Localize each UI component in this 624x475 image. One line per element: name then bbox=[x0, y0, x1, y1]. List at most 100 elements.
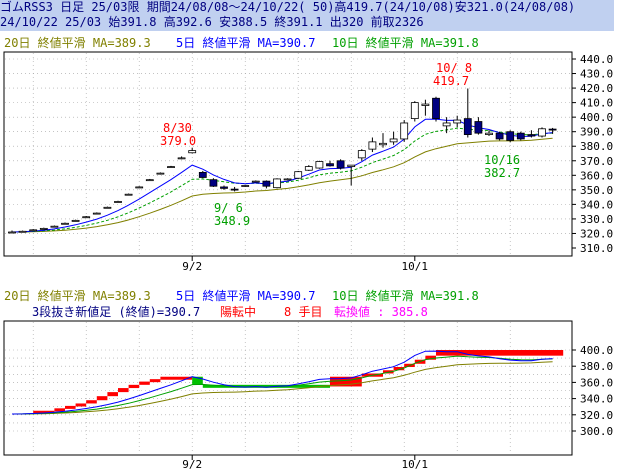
y-tick-label: 350.0 bbox=[580, 184, 613, 197]
candle-body bbox=[50, 225, 59, 228]
candle-body bbox=[315, 161, 324, 169]
legend-ma20: 20日 終値平滑 MA=389.3 bbox=[4, 35, 151, 50]
candle-body bbox=[347, 164, 356, 167]
candle-body bbox=[304, 166, 313, 171]
y-tick-label: 430.0 bbox=[580, 68, 613, 81]
candle-body bbox=[198, 171, 207, 178]
annotation-value: 419.7 bbox=[433, 74, 469, 88]
ma20-line bbox=[11, 137, 553, 233]
bottom-y-axis: 300.0 320.0 340.0 360.0 380.0 400.0 bbox=[572, 344, 613, 438]
candle-body bbox=[485, 132, 493, 135]
legend-ma5: 5日 終値平滑 MA=390.7 bbox=[176, 35, 315, 50]
candle-body bbox=[220, 186, 228, 189]
candle bbox=[18, 230, 27, 233]
candle-body bbox=[82, 216, 91, 219]
y-tick-label: 320.0 bbox=[580, 409, 613, 422]
candle bbox=[379, 133, 387, 148]
candle-body bbox=[516, 132, 525, 140]
candle bbox=[114, 200, 122, 203]
candle-body bbox=[453, 119, 462, 124]
y-tick-label: 360.0 bbox=[580, 169, 613, 182]
candle bbox=[188, 147, 197, 154]
top-moving-averages bbox=[11, 118, 553, 233]
candle bbox=[71, 219, 80, 222]
candle-body bbox=[209, 179, 218, 187]
candle bbox=[442, 117, 451, 134]
candle bbox=[135, 186, 144, 189]
brick-up bbox=[425, 355, 436, 360]
candle-body bbox=[548, 128, 557, 131]
annotation-date: 10/ 8 bbox=[436, 61, 472, 75]
chart-header-summary: ゴムRSS3 日足 25/03限 期間24/08/08～24/10/22( 50… bbox=[0, 0, 614, 15]
candle-body bbox=[273, 178, 281, 189]
brick-up bbox=[75, 403, 87, 407]
top-grid bbox=[5, 53, 571, 255]
brick-up bbox=[149, 379, 161, 383]
candle bbox=[304, 165, 313, 171]
kagi-count: 8 手目 bbox=[284, 305, 322, 319]
bottom-moving-averages bbox=[11, 350, 553, 415]
candle bbox=[432, 96, 440, 122]
x-tick-label: 9/2 bbox=[182, 458, 202, 471]
candle bbox=[516, 131, 525, 141]
brick-up bbox=[139, 381, 150, 385]
y-tick-label: 420.0 bbox=[580, 82, 613, 95]
annotation-date: 10/16 bbox=[484, 153, 520, 167]
candle bbox=[198, 170, 207, 179]
candle-body bbox=[188, 150, 197, 154]
candle-body bbox=[145, 179, 154, 182]
candle bbox=[389, 131, 398, 145]
y-tick-label: 310.0 bbox=[580, 242, 613, 255]
candle bbox=[50, 225, 59, 228]
annotation-value: 382.7 bbox=[484, 166, 520, 180]
candle bbox=[230, 186, 239, 192]
candle-body bbox=[71, 219, 80, 222]
y-tick-label: 330.0 bbox=[580, 213, 613, 226]
ma5-line bbox=[11, 350, 553, 415]
candle bbox=[39, 227, 48, 230]
chart-header-ohlc: 24/10/22 25/03 始391.8 高392.6 安388.5 終391… bbox=[0, 15, 614, 31]
candle-body bbox=[357, 150, 366, 159]
candle-body bbox=[39, 227, 48, 230]
y-tick-label: 360.0 bbox=[580, 376, 613, 389]
candle-body bbox=[283, 178, 292, 181]
brick-up bbox=[128, 384, 140, 389]
annotation-high-1008: 10/ 8 419.7 bbox=[433, 61, 472, 88]
candle bbox=[495, 131, 504, 141]
candle bbox=[156, 172, 165, 175]
candle-body bbox=[538, 128, 546, 137]
candle-body bbox=[506, 131, 515, 141]
x-tick-label: 10/1 bbox=[402, 458, 429, 471]
brick-down bbox=[192, 376, 203, 385]
candle bbox=[209, 178, 218, 187]
candle-body bbox=[326, 163, 334, 167]
y-tick-label: 410.0 bbox=[580, 97, 613, 110]
y-tick-label: 320.0 bbox=[580, 227, 613, 240]
candle bbox=[347, 164, 356, 186]
candle-body bbox=[442, 122, 451, 127]
x-tick-label: 9/2 bbox=[182, 260, 202, 273]
candle-body bbox=[124, 193, 133, 196]
candle bbox=[357, 149, 366, 161]
candle bbox=[294, 170, 303, 179]
candle bbox=[463, 88, 472, 138]
top-panel-frame bbox=[3, 51, 573, 257]
brick-up bbox=[393, 367, 405, 371]
candle bbox=[421, 99, 430, 116]
annotation-low-906: 9/ 6 348.9 bbox=[214, 201, 250, 228]
candle bbox=[220, 185, 228, 190]
candle bbox=[453, 115, 462, 128]
brick-up bbox=[54, 408, 65, 412]
y-tick-label: 380.0 bbox=[580, 360, 613, 373]
brick-up bbox=[33, 410, 55, 414]
x-tick-label: 10/1 bbox=[402, 260, 429, 273]
brick-up bbox=[107, 392, 118, 397]
candle-body bbox=[495, 132, 504, 140]
candle-body bbox=[61, 222, 69, 225]
legend-ma10: 10日 終値平滑 MA=391.8 bbox=[332, 35, 479, 50]
candle-body bbox=[135, 186, 144, 189]
kagi-state: 陽転中 bbox=[220, 304, 256, 319]
candle-body bbox=[29, 229, 38, 232]
brick-up bbox=[96, 396, 108, 401]
